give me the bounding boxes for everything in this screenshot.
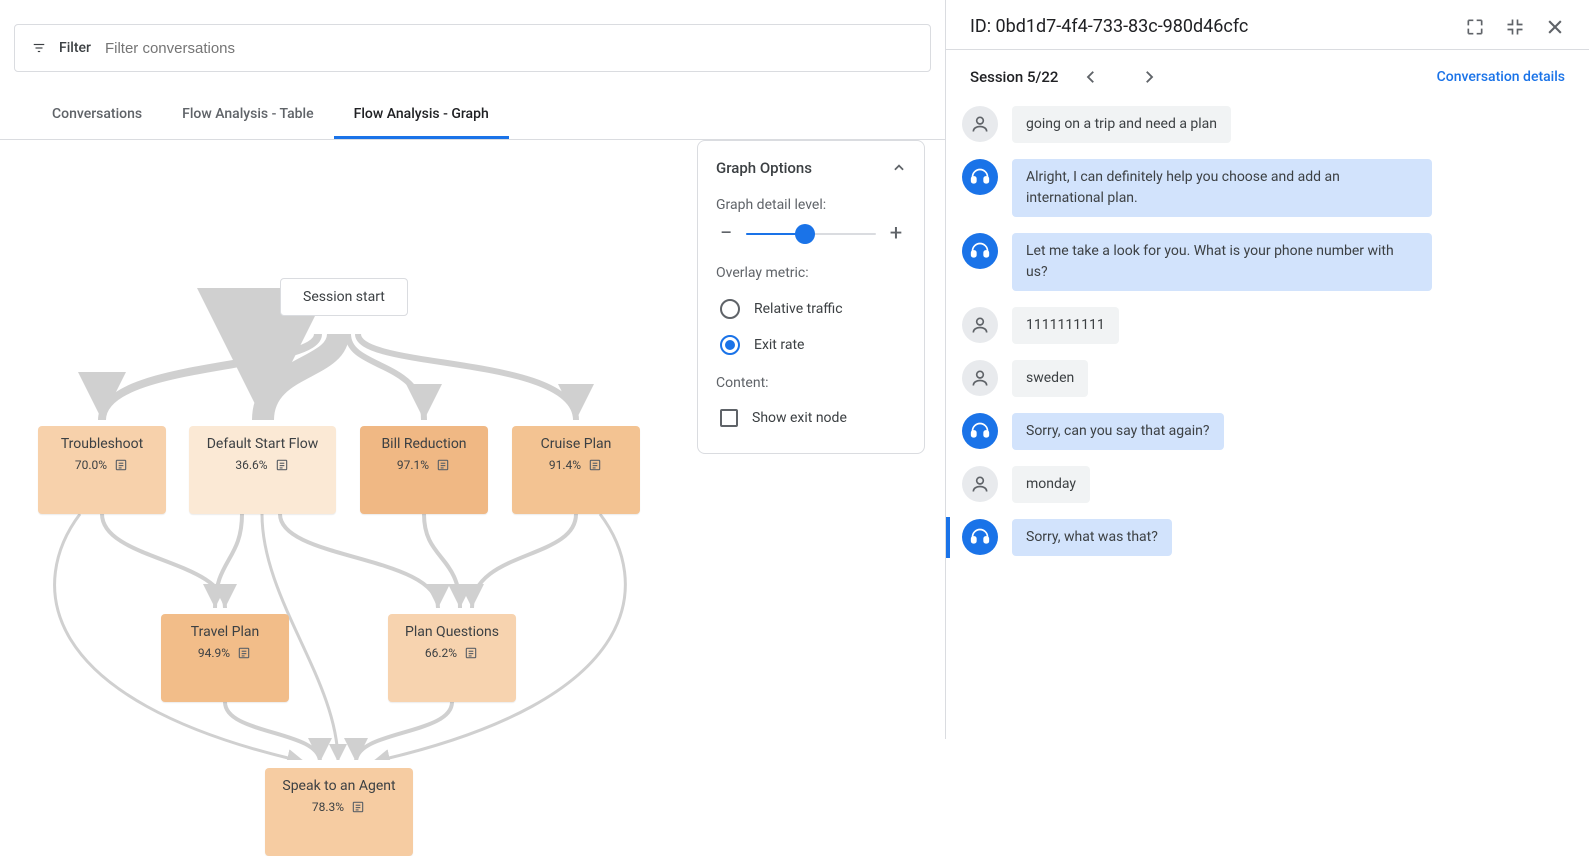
message-row: sweden	[962, 360, 1565, 397]
tab-flow-analysis-graph[interactable]: Flow Analysis - Graph	[334, 92, 509, 139]
user-avatar-icon	[962, 307, 998, 343]
tab-conversations[interactable]: Conversations	[32, 92, 162, 139]
message-row: 1111111111	[962, 307, 1565, 344]
node-title: Cruise Plan	[520, 436, 632, 452]
next-session-button[interactable]	[1140, 68, 1158, 86]
list-icon[interactable]	[587, 458, 603, 472]
user-avatar-icon	[962, 466, 998, 502]
tabs: ConversationsFlow Analysis - TableFlow A…	[0, 92, 945, 140]
right-panel: ID: 0bd1d7-4f4-733-83c-980d46cfc Session…	[946, 0, 1589, 739]
messages-list: going on a trip and need a plan Alright, …	[946, 106, 1589, 556]
message-row: Sorry, can you say that again?	[962, 413, 1565, 450]
fullscreen-icon[interactable]	[1465, 17, 1485, 37]
session-label: Session 5/22	[970, 68, 1058, 86]
node-title: Speak to an Agent	[273, 778, 405, 794]
message-bubble: Let me take a look for you. What is your…	[1012, 233, 1432, 291]
list-icon[interactable]	[113, 458, 129, 472]
node-meta: 36.6%	[197, 458, 328, 472]
node-title: Default Start Flow	[197, 436, 328, 452]
show-exit-checkbox-row[interactable]: Show exit node	[716, 401, 906, 435]
message-bubble: Sorry, can you say that again?	[1012, 413, 1224, 450]
filter-input[interactable]	[105, 40, 916, 57]
detail-id: ID: 0bd1d7-4f4-733-83c-980d46cfc	[970, 16, 1465, 37]
message-bubble: Alright, I can definitely help you choos…	[1012, 159, 1432, 217]
detail-slider[interactable]	[746, 233, 876, 235]
content-label: Content:	[716, 375, 906, 391]
user-avatar-icon	[962, 360, 998, 396]
agent-avatar-icon	[962, 519, 998, 555]
message-bubble: going on a trip and need a plan	[1012, 106, 1231, 143]
close-icon[interactable]	[1545, 17, 1565, 37]
slider-plus-button[interactable]: +	[886, 223, 906, 245]
flow-node-travel_plan[interactable]: Travel Plan 94.9%	[161, 614, 289, 702]
flow-node-default_start[interactable]: Default Start Flow 36.6%	[189, 426, 336, 514]
filter-label: Filter	[59, 40, 91, 56]
tab-flow-analysis-table[interactable]: Flow Analysis - Table	[162, 92, 334, 139]
radio-button[interactable]	[720, 335, 740, 355]
conversation-details-link[interactable]: Conversation details	[1437, 69, 1565, 85]
session-start-node[interactable]: Session start	[280, 278, 408, 316]
list-icon[interactable]	[236, 646, 252, 660]
node-percentage: 91.4%	[549, 458, 581, 472]
node-percentage: 97.1%	[397, 458, 429, 472]
node-title: Troubleshoot	[46, 436, 158, 452]
message-row: Alright, I can definitely help you choos…	[962, 159, 1565, 217]
radio-label: Relative traffic	[754, 301, 843, 317]
node-title: Bill Reduction	[368, 436, 480, 452]
show-exit-checkbox[interactable]	[720, 409, 738, 427]
node-percentage: 94.9%	[198, 646, 230, 660]
detail-header: ID: 0bd1d7-4f4-733-83c-980d46cfc	[946, 0, 1589, 50]
message-bubble: 1111111111	[1012, 307, 1119, 344]
detail-level-label: Graph detail level:	[716, 197, 906, 213]
list-icon[interactable]	[463, 646, 479, 660]
overlay-option-exit-rate[interactable]: Exit rate	[716, 327, 906, 363]
message-row: going on a trip and need a plan	[962, 106, 1565, 143]
flow-node-bill_reduction[interactable]: Bill Reduction 97.1%	[360, 426, 488, 514]
left-panel: Filter ConversationsFlow Analysis - Tabl…	[0, 0, 946, 739]
message-row: Let me take a look for you. What is your…	[962, 233, 1565, 291]
agent-avatar-icon	[962, 413, 998, 449]
graph-options-panel: Graph Options Graph detail level: − + Ov…	[697, 140, 925, 454]
message-bubble: sweden	[1012, 360, 1088, 397]
session-nav-row: Session 5/22 Conversation details	[946, 50, 1589, 96]
node-title: Travel Plan	[169, 624, 281, 640]
overlay-label: Overlay metric:	[716, 265, 906, 281]
chevron-up-icon[interactable]	[892, 161, 906, 175]
agent-avatar-icon	[962, 159, 998, 195]
node-meta: 70.0%	[46, 458, 158, 472]
node-title: Plan Questions	[396, 624, 508, 640]
filter-icon	[29, 41, 49, 55]
message-row: Sorry, what was that?	[962, 519, 1565, 556]
list-icon[interactable]	[350, 800, 366, 814]
node-percentage: 78.3%	[312, 800, 344, 814]
flow-node-troubleshoot[interactable]: Troubleshoot 70.0%	[38, 426, 166, 514]
list-icon[interactable]	[274, 458, 290, 472]
flow-node-speak_agent[interactable]: Speak to an Agent 78.3%	[265, 768, 413, 856]
node-percentage: 70.0%	[75, 458, 107, 472]
slider-minus-button[interactable]: −	[716, 223, 736, 245]
options-title: Graph Options	[716, 159, 812, 177]
message-bubble: Sorry, what was that?	[1012, 519, 1172, 556]
node-meta: 66.2%	[396, 646, 508, 660]
message-bubble: monday	[1012, 466, 1090, 503]
node-meta: 91.4%	[520, 458, 632, 472]
agent-avatar-icon	[962, 233, 998, 269]
node-percentage: 36.6%	[235, 458, 267, 472]
show-exit-label: Show exit node	[752, 410, 847, 426]
radio-button[interactable]	[720, 299, 740, 319]
radio-label: Exit rate	[754, 337, 804, 353]
message-row: monday	[962, 466, 1565, 503]
node-meta: 97.1%	[368, 458, 480, 472]
flow-node-plan_questions[interactable]: Plan Questions 66.2%	[388, 614, 516, 702]
prev-session-button[interactable]	[1082, 68, 1100, 86]
list-icon[interactable]	[435, 458, 451, 472]
node-percentage: 66.2%	[425, 646, 457, 660]
node-meta: 94.9%	[169, 646, 281, 660]
node-meta: 78.3%	[273, 800, 405, 814]
flow-node-cruise_plan[interactable]: Cruise Plan 91.4%	[512, 426, 640, 514]
overlay-option-relative-traffic[interactable]: Relative traffic	[716, 291, 906, 327]
user-avatar-icon	[962, 106, 998, 142]
filter-bar: Filter	[14, 24, 931, 72]
collapse-icon[interactable]	[1505, 17, 1525, 37]
